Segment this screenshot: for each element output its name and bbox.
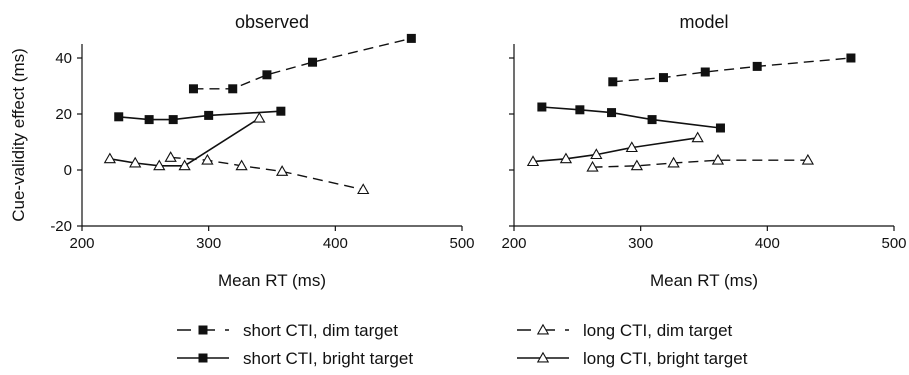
x-axis-label: Mean RT (ms) (650, 271, 758, 290)
series-short-cti-dim-target (608, 53, 856, 87)
x-tick-label: 400 (323, 235, 348, 252)
legend: short CTI, dim target long CTI, dim targe… (177, 321, 748, 368)
data-point (537, 102, 547, 112)
legend-marker (536, 351, 550, 363)
data-point (275, 165, 289, 176)
y-axis-label: Cue-validity effect (ms) (9, 48, 28, 222)
data-point (846, 53, 856, 63)
y-tick-label: 40 (55, 50, 72, 67)
legend-label: long CTI, bright target (583, 349, 748, 368)
data-point (559, 152, 573, 164)
observed-panel: observed 200 300 400 500 -20 0 20 40 Mean RT (ms)… (9, 12, 475, 290)
series-short-cti-bright-target (114, 106, 286, 125)
legend-marker (198, 325, 208, 335)
series-long-cti-bright-target (526, 131, 704, 167)
legend-item-long-cti-bright-target: long CTI, bright target (517, 349, 748, 368)
data-point (658, 73, 668, 83)
data-point (590, 148, 603, 160)
data-point (357, 183, 370, 195)
data-point (164, 151, 177, 162)
series-long-cti-dim-target (586, 153, 815, 172)
model-panel: model 200 300 400 500 Mean RT (ms) (501, 12, 906, 290)
series-line (541, 106, 721, 129)
series-line (109, 117, 260, 167)
data-point (586, 160, 599, 172)
legend-label: short CTI, dim target (243, 321, 398, 340)
data-point (752, 61, 762, 71)
data-point (308, 57, 318, 67)
data-point (103, 152, 117, 164)
chart-title: model (679, 12, 728, 32)
data-point (168, 115, 178, 125)
series-line (592, 159, 808, 168)
legend-item-long-cti-dim-target: long CTI, dim target (517, 321, 733, 340)
legend-label: long CTI, dim target (583, 321, 733, 340)
x-tick-label: 400 (755, 235, 780, 252)
data-point (114, 112, 124, 122)
data-point (526, 155, 540, 167)
data-point (711, 153, 725, 165)
data-point (129, 156, 142, 168)
series-line (193, 37, 412, 90)
data-point (188, 84, 198, 94)
data-point (228, 84, 238, 94)
legend-label: short CTI, bright target (243, 349, 413, 368)
data-point (647, 115, 657, 125)
data-point (608, 77, 618, 87)
data-point (235, 159, 248, 171)
data-point (801, 153, 815, 165)
x-tick-label: 500 (449, 235, 474, 252)
legend-marker (536, 323, 550, 335)
x-tick-label: 300 (628, 235, 653, 252)
data-point (153, 159, 166, 171)
legend-marker (198, 353, 208, 363)
data-point (691, 131, 704, 143)
y-tick-label: 0 (64, 162, 72, 179)
data-point (575, 105, 585, 115)
data-point (700, 67, 710, 77)
x-tick-label: 200 (501, 235, 526, 252)
data-point (625, 141, 638, 153)
data-point (715, 123, 725, 133)
series-line (170, 156, 364, 191)
series-line (612, 57, 851, 83)
legend-item-short-cti-dim-target: short CTI, dim target (177, 321, 398, 340)
legend-item-short-cti-bright-target: short CTI, bright target (177, 349, 413, 368)
data-point (406, 33, 416, 43)
data-point (630, 159, 644, 171)
y-tick-label: -20 (50, 218, 72, 235)
series-short-cti-dim-target (188, 33, 416, 94)
x-tick-label: 300 (196, 235, 221, 252)
y-tick-label: 20 (55, 106, 72, 123)
x-axis-label: Mean RT (ms) (218, 271, 326, 290)
chart-title: observed (235, 12, 309, 32)
data-point (276, 106, 286, 116)
data-point (178, 159, 191, 171)
data-point (204, 110, 214, 120)
series-short-cti-bright-target (537, 102, 725, 133)
data-point (144, 115, 154, 125)
series-long-cti-bright-target (103, 111, 266, 171)
data-point (607, 108, 617, 118)
data-point (262, 70, 272, 80)
x-tick-label: 500 (881, 235, 906, 252)
data-point (201, 153, 214, 165)
data-point (253, 111, 266, 123)
data-point (667, 156, 680, 168)
x-tick-label: 200 (69, 235, 94, 252)
